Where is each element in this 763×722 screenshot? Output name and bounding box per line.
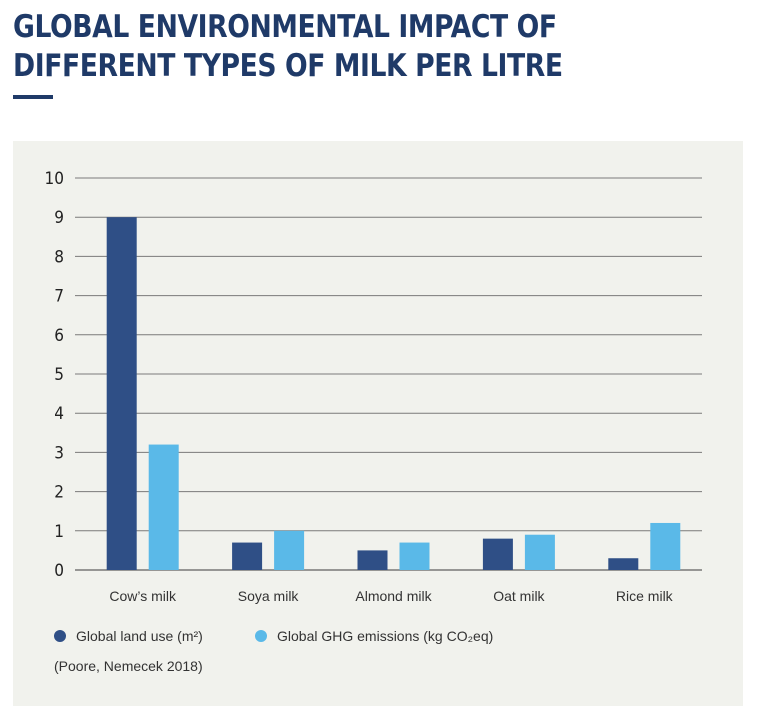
legend-swatch-ghg: [255, 630, 267, 642]
y-tick-label: 0: [54, 561, 64, 581]
bar-ghg: [524, 534, 555, 570]
x-tick-label: Oat milk: [493, 588, 545, 604]
bar-ghg: [650, 522, 681, 570]
x-tick-label: Rice milk: [616, 588, 674, 604]
y-tick-label: 3: [54, 443, 64, 463]
bar-land-use: [608, 558, 639, 570]
y-tick-label: 7: [54, 287, 64, 307]
y-tick-label: 2: [54, 483, 64, 503]
y-tick-labels: 0 1 2 3 4 5 6 7 8 9 10: [45, 169, 64, 581]
x-tick-label: Cow’s milk: [109, 588, 177, 604]
bar-ghg: [274, 530, 305, 570]
title-underline: [13, 95, 53, 99]
gridlines: [75, 177, 702, 571]
y-tick-label: 5: [54, 365, 64, 385]
y-tick-label: 1: [54, 522, 64, 542]
x-tick-label: Soya milk: [238, 588, 300, 604]
bars: [106, 217, 681, 570]
y-tick-label: 9: [54, 208, 64, 228]
legend-item-land-use: Global land use (m²): [54, 627, 203, 645]
legend-label-ghg: Global GHG emissions (kg CO₂eq): [277, 628, 494, 644]
bar-land-use: [357, 550, 388, 570]
bar-land-use: [232, 542, 263, 570]
y-tick-label: 10: [45, 169, 64, 189]
legend-swatch-land-use: [54, 630, 66, 642]
bar-ghg: [399, 542, 430, 570]
y-tick-label: 8: [54, 247, 64, 267]
page-title: GLOBAL ENVIRONMENTAL IMPACT OF DIFFERENT…: [13, 9, 563, 84]
bar-land-use: [482, 538, 513, 570]
x-tick-labels: Cow’s milk Soya milk Almond milk Oat milk Ri…: [109, 588, 673, 604]
bar-land-use: [106, 217, 137, 570]
x-tick-label: Almond milk: [355, 588, 432, 604]
legend-label-land-use: Global land use (m²): [76, 628, 203, 644]
source-note: (Poore, Nemecek 2018): [54, 658, 203, 674]
legend-item-ghg: Global GHG emissions (kg CO₂eq): [255, 627, 493, 645]
bar-ghg: [148, 444, 179, 570]
y-tick-label: 4: [54, 404, 64, 424]
y-tick-label: 6: [54, 326, 64, 346]
